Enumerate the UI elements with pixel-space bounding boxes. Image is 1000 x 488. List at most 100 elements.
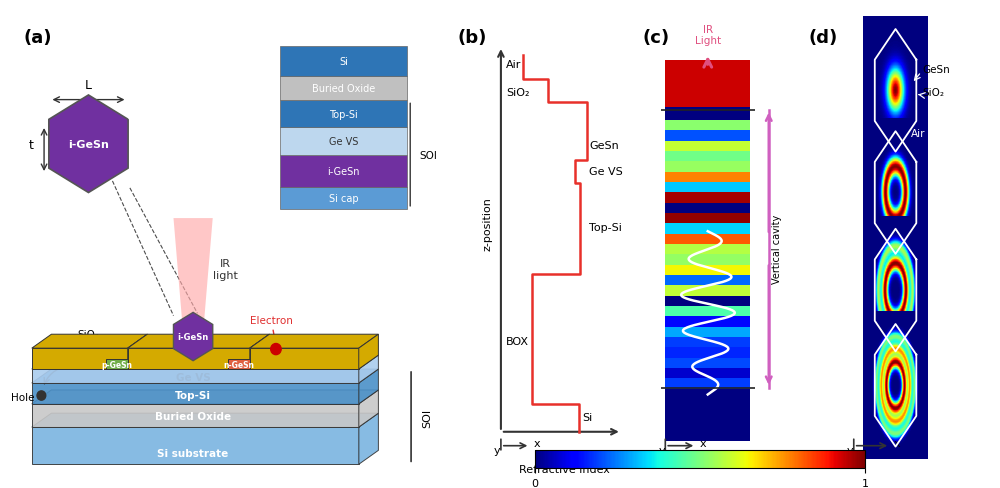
Circle shape: [37, 391, 46, 400]
Polygon shape: [32, 369, 359, 383]
Bar: [665, 294, 750, 306]
Polygon shape: [250, 335, 269, 369]
Text: Si: Si: [582, 412, 592, 422]
Polygon shape: [32, 413, 378, 427]
Text: Electron: Electron: [250, 315, 293, 342]
Polygon shape: [228, 359, 250, 369]
Bar: [665, 232, 750, 244]
Bar: [863, 217, 928, 364]
Text: (c): (c): [642, 29, 669, 46]
Text: Refractive index: Refractive index: [519, 464, 610, 473]
Bar: [665, 108, 750, 121]
Bar: [665, 129, 750, 142]
Bar: [280, 187, 407, 209]
Bar: [665, 399, 750, 441]
Text: Si substrate: Si substrate: [157, 448, 229, 458]
Bar: [280, 101, 407, 128]
Text: x: x: [894, 438, 900, 448]
Text: y: y: [659, 445, 666, 455]
Polygon shape: [173, 313, 213, 361]
Bar: [665, 181, 750, 193]
Polygon shape: [250, 335, 378, 348]
Polygon shape: [49, 96, 128, 193]
Bar: [665, 119, 750, 131]
Polygon shape: [32, 427, 359, 465]
Text: Air: Air: [911, 129, 926, 139]
Bar: [665, 314, 750, 327]
Polygon shape: [359, 390, 378, 427]
Bar: [665, 160, 750, 172]
Polygon shape: [106, 359, 128, 369]
Bar: [665, 201, 750, 214]
Text: i-GeSn: i-GeSn: [177, 332, 209, 341]
Text: x: x: [699, 438, 706, 448]
Text: (a): (a): [23, 29, 52, 46]
Bar: [280, 128, 407, 155]
Text: IR
Light: IR Light: [695, 25, 721, 46]
Text: GeSn: GeSn: [589, 141, 619, 151]
Text: Top-Si: Top-Si: [329, 110, 358, 120]
Text: Hole: Hole: [11, 392, 35, 402]
Bar: [665, 191, 750, 203]
Polygon shape: [32, 355, 378, 369]
Polygon shape: [32, 335, 147, 348]
Text: SiO₂: SiO₂: [77, 329, 99, 340]
Polygon shape: [173, 219, 213, 348]
Bar: [665, 170, 750, 183]
Bar: [665, 253, 750, 265]
Bar: [665, 356, 750, 368]
Text: Vertical cavity: Vertical cavity: [772, 215, 782, 284]
Text: x: x: [534, 438, 540, 448]
Text: Top-Si: Top-Si: [175, 390, 211, 400]
Text: Buried Oxide: Buried Oxide: [312, 84, 375, 94]
Bar: [863, 312, 928, 459]
Bar: [863, 18, 928, 164]
Text: SiO₂: SiO₂: [506, 88, 530, 98]
Bar: [665, 346, 750, 358]
Text: t: t: [29, 139, 34, 152]
Polygon shape: [250, 348, 359, 369]
Polygon shape: [359, 355, 378, 383]
Bar: [665, 263, 750, 276]
Bar: [863, 120, 928, 266]
Text: Ge VS: Ge VS: [329, 137, 358, 147]
Bar: [665, 211, 750, 224]
Bar: [280, 47, 407, 77]
Polygon shape: [32, 383, 359, 404]
Bar: [665, 149, 750, 162]
Polygon shape: [32, 369, 378, 383]
Bar: [665, 284, 750, 296]
Text: SiO₂: SiO₂: [922, 88, 944, 98]
Polygon shape: [128, 335, 269, 348]
Text: SOI: SOI: [419, 150, 437, 160]
Text: (d): (d): [808, 29, 838, 46]
Polygon shape: [128, 348, 250, 369]
Polygon shape: [32, 348, 128, 369]
Bar: [665, 386, 750, 399]
Bar: [665, 139, 750, 152]
Bar: [280, 77, 407, 101]
Text: i-GeSn: i-GeSn: [68, 140, 109, 149]
Text: IR
light: IR light: [213, 259, 238, 281]
Bar: [665, 222, 750, 234]
Text: Ge VS: Ge VS: [589, 166, 623, 177]
Text: Top-Si: Top-Si: [589, 222, 622, 232]
Text: n-GeSn: n-GeSn: [223, 360, 254, 369]
Bar: [665, 366, 750, 379]
Text: z-position: z-position: [482, 196, 492, 250]
Text: Si: Si: [339, 57, 348, 67]
Bar: [280, 155, 407, 187]
Text: y: y: [494, 445, 501, 455]
Text: i-GeSn: i-GeSn: [327, 166, 360, 176]
Bar: [665, 61, 750, 110]
Polygon shape: [359, 369, 378, 404]
Bar: [665, 376, 750, 389]
Text: SOI: SOI: [422, 408, 432, 427]
Text: GeSn: GeSn: [922, 64, 950, 75]
Text: Buried Oxide: Buried Oxide: [155, 411, 231, 422]
Text: SiO₂: SiO₂: [274, 334, 296, 344]
Text: BOX: BOX: [506, 336, 529, 346]
Circle shape: [271, 344, 281, 355]
Text: Si cap: Si cap: [329, 193, 358, 203]
Text: (b): (b): [458, 29, 487, 46]
